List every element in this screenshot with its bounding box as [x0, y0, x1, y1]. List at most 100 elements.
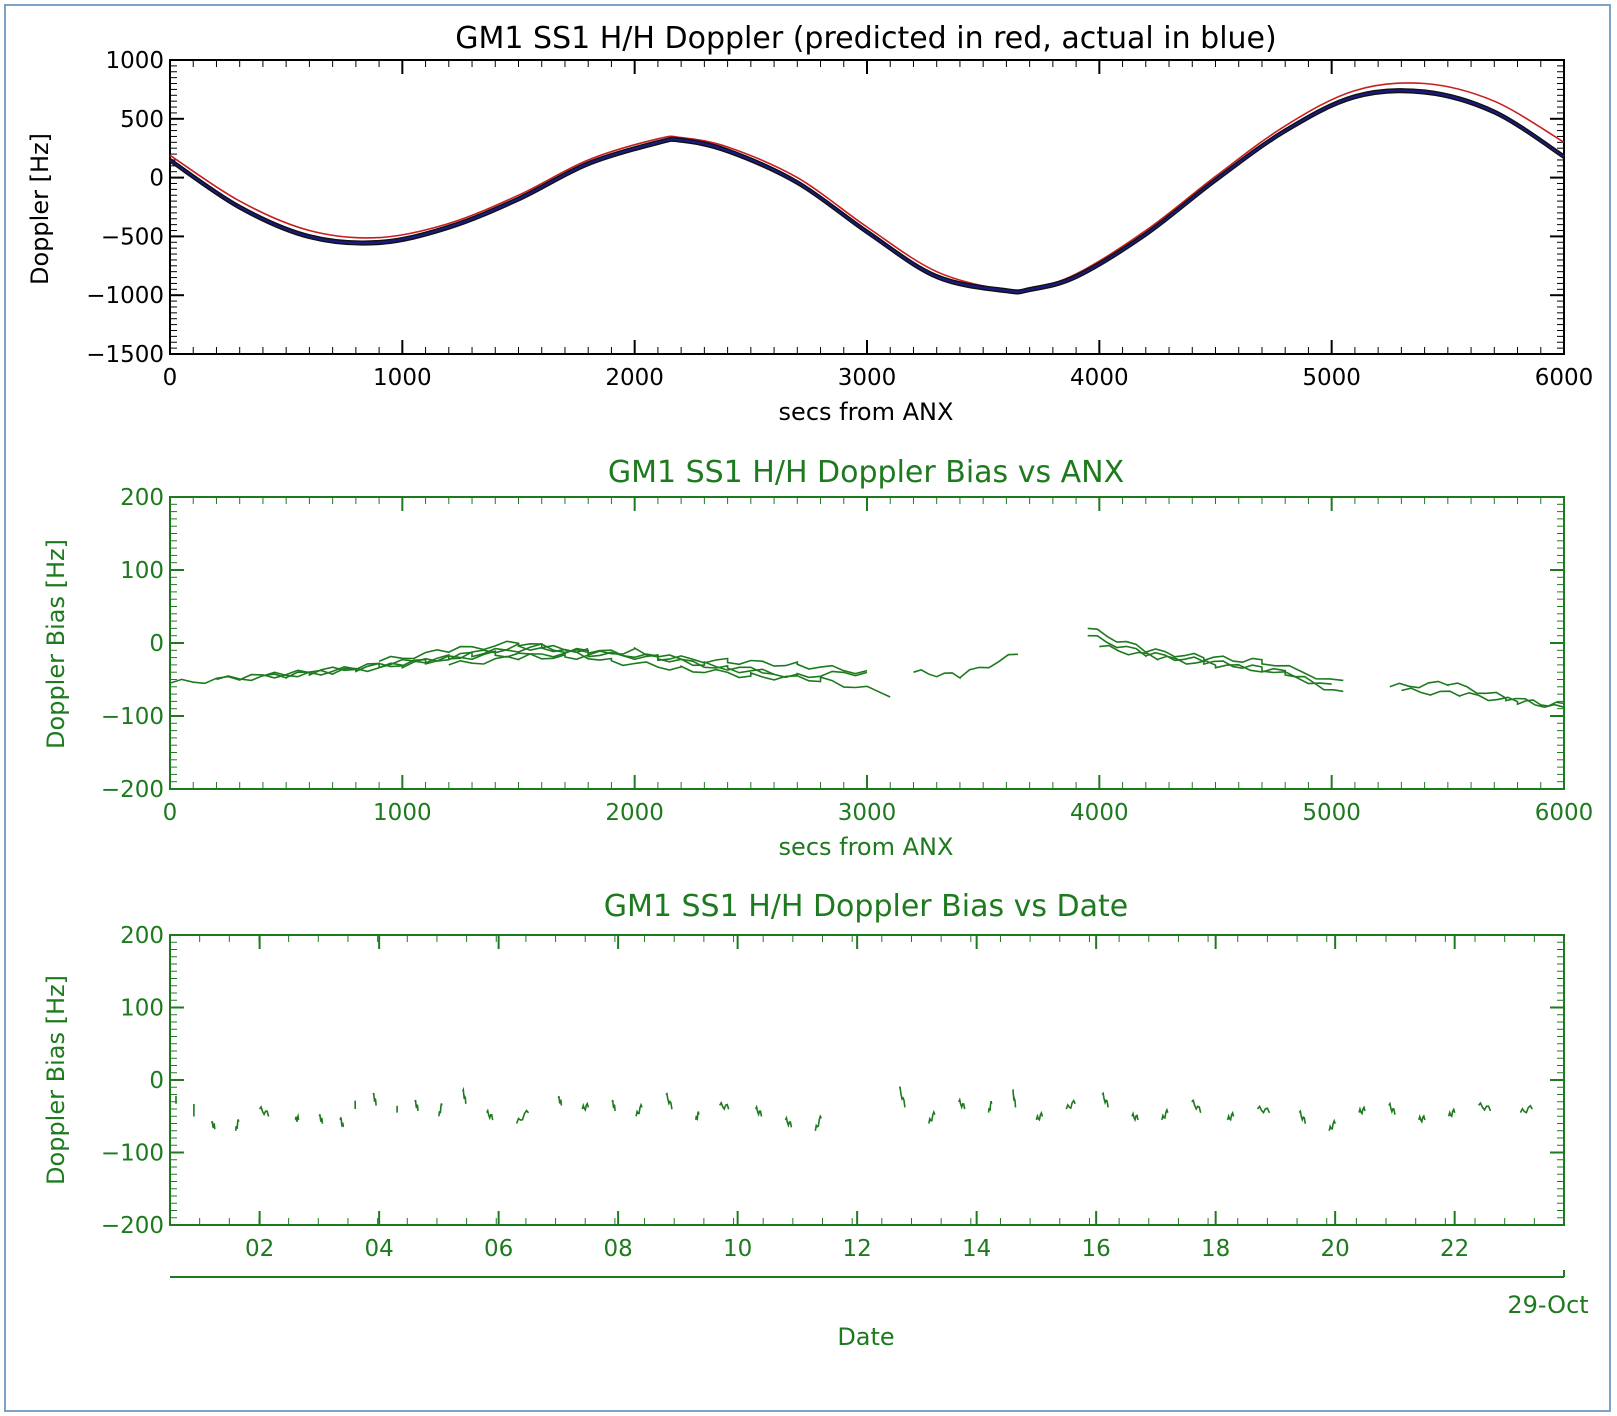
bias-segment [581, 1101, 590, 1112]
x-tick-label: 3000 [838, 365, 897, 391]
bias-segment [318, 1114, 324, 1124]
bias-segment [719, 1100, 730, 1111]
bias-line [1099, 644, 1344, 693]
x-tick-label: 22 [1440, 1236, 1469, 1262]
x-tick-label: 16 [1082, 1236, 1111, 1262]
bias-segment [515, 1109, 530, 1124]
bias-segment [438, 1103, 443, 1117]
bias-segment [462, 1086, 467, 1104]
bias-segment [557, 1095, 563, 1106]
x-tick-label: 1000 [373, 800, 432, 826]
bias-segment [1035, 1110, 1044, 1122]
bias-segment [414, 1099, 419, 1112]
bias-segment [1358, 1105, 1366, 1116]
bias-segment [814, 1114, 823, 1131]
actual-line [168, 88, 1566, 294]
x-tick-label: 06 [484, 1236, 513, 1262]
panel-bias-vs-anx: GM1 SS1 H/H Doppler Bias vs ANX secs fro… [42, 455, 1593, 861]
actual-trace-line [169, 91, 1565, 295]
bias-segment [1298, 1109, 1307, 1124]
predicted-line [169, 82, 1565, 293]
bias-segment [1256, 1104, 1271, 1115]
bias-segment [258, 1105, 270, 1117]
panel1-ylabel: Doppler [Hz] [26, 133, 54, 285]
bias-segment [635, 1102, 643, 1117]
bias-segment [1519, 1104, 1533, 1114]
x-tick-label: 5000 [1302, 365, 1361, 391]
x-tick-label: 5000 [1302, 800, 1361, 826]
y-tick-label: 200 [120, 485, 164, 511]
y-tick-label: 500 [120, 107, 164, 133]
bias-segment [1191, 1098, 1202, 1114]
x-tick-label: 12 [843, 1236, 872, 1262]
bias-line [1087, 634, 1332, 685]
panel2-title: GM1 SS1 H/H Doppler Bias vs ANX [608, 455, 1124, 490]
panel-doppler: GM1 SS1 H/H Doppler (predicted in red, a… [26, 21, 1593, 426]
x-tick-label: 08 [603, 1236, 632, 1262]
bias-line [913, 653, 1019, 680]
x-tick-label: 6000 [1535, 800, 1594, 826]
y-tick-label: −100 [101, 704, 164, 730]
x-tick-label: 18 [1201, 1236, 1230, 1262]
y-tick-label: −1000 [86, 283, 164, 309]
panel3-xlabel: Date [837, 1323, 894, 1351]
x-tick-label: 0 [163, 365, 178, 391]
panel3-plot-area [169, 934, 1565, 1226]
bias-line [1401, 687, 1565, 707]
bias-segment [485, 1108, 494, 1121]
bias-line [262, 642, 891, 698]
bias-segment [987, 1101, 993, 1113]
panel3-date-label: 29-Oct [1507, 1291, 1588, 1319]
panel3-ylabel: Doppler Bias [Hz] [42, 975, 70, 1185]
bias-segment [1011, 1088, 1017, 1108]
bias-line [1087, 627, 1344, 682]
bias-line [1389, 680, 1565, 709]
chart-window [4, 4, 1611, 1412]
y-tick-label: −1500 [86, 342, 164, 368]
x-tick-label: 3000 [838, 800, 897, 826]
bias-segment [1418, 1113, 1426, 1124]
bias-segment [928, 1109, 936, 1124]
bias-segment [1388, 1101, 1396, 1115]
y-tick-label: 100 [120, 558, 164, 584]
x-tick-label: 04 [364, 1236, 393, 1262]
bias-line [448, 647, 868, 675]
y-tick-label: −200 [101, 1213, 164, 1239]
bias-segment [339, 1117, 345, 1128]
bias-line [216, 646, 775, 682]
bias-segment [1226, 1110, 1235, 1122]
x-tick-label: 0 [163, 800, 178, 826]
panel1-title: GM1 SS1 H/H Doppler (predicted in red, a… [455, 21, 1276, 56]
panel1-xlabel: secs from ANX [779, 398, 954, 426]
x-tick-label: 4000 [1070, 800, 1129, 826]
bias-segment [1161, 1107, 1169, 1121]
y-tick-label: −200 [101, 777, 164, 803]
panel1-plot-area [169, 59, 1565, 355]
actual-trace-line [169, 88, 1565, 291]
bias-segment [1065, 1099, 1076, 1110]
panel-bias-vs-date: GM1 SS1 H/H Doppler Bias vs Date 29-Oct … [42, 889, 1589, 1351]
bias-segment [957, 1097, 966, 1110]
bias-segment [372, 1092, 377, 1106]
y-tick-label: 100 [120, 996, 164, 1022]
x-tick-label: 14 [962, 1236, 991, 1262]
bias-segment [294, 1112, 300, 1122]
panel2-plot-area [169, 496, 1565, 790]
bias-segment [898, 1086, 906, 1108]
bias-segment [211, 1121, 216, 1130]
y-tick-label: −100 [101, 1141, 164, 1167]
x-tick-label: 10 [723, 1236, 752, 1262]
bias-segment [1131, 1111, 1139, 1123]
bias-segment [611, 1099, 616, 1112]
y-tick-label: 0 [149, 631, 164, 657]
panel2-xlabel: secs from ANX [779, 833, 954, 861]
panel3-title: GM1 SS1 H/H Doppler Bias vs Date [604, 889, 1129, 924]
bias-segment [784, 1115, 793, 1128]
x-tick-label: 2000 [605, 800, 664, 826]
bias-segment [1447, 1107, 1456, 1118]
bias-segment [234, 1119, 240, 1131]
y-tick-label: 1000 [105, 48, 164, 74]
